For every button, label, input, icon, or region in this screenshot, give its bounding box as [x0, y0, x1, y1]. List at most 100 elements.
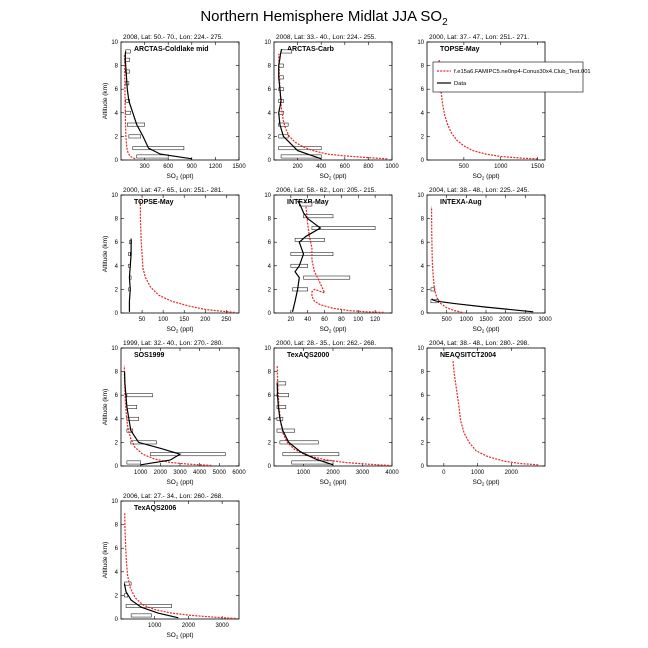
plot-frame — [426, 41, 546, 161]
page-title: Northern Hemisphere Midlat JJA SO2 — [200, 8, 448, 28]
plot-area — [278, 48, 388, 160]
legend-model-label: f.e15a6.FAMIPC5.ne0np4-Conus30x4.Club_Te… — [454, 69, 591, 75]
y-tick-label: 0 — [421, 311, 425, 317]
panel-intexa: 2004, Lat: 38.- 48., Lon: 225.- 245. 0 2 4 6… — [417, 187, 552, 334]
model-series-line — [430, 206, 463, 313]
y-tick-label: 8 — [268, 64, 272, 70]
x-tick-label: 4000 — [385, 470, 399, 476]
x-tick-label: 100 — [353, 317, 364, 323]
panel-header: 2006, Lat: 27.- 34., Lon: 260.- 268. — [123, 493, 223, 500]
data-series-line — [276, 383, 334, 466]
y-tick-label: 6 — [115, 393, 119, 399]
campaign-label: INTEXB-May — [287, 199, 329, 206]
legend-data-label: Data — [454, 81, 467, 87]
x-tick-label: 200 — [293, 164, 304, 170]
plot-frame — [426, 194, 546, 314]
obs-range-box — [291, 460, 334, 465]
plot-area — [430, 206, 534, 313]
y-tick-label: 0 — [115, 311, 119, 317]
x-tick-label: 300 — [140, 164, 151, 170]
y-tick-label: 4 — [421, 417, 425, 423]
obs-range-box — [130, 613, 152, 618]
x-tick-label: 100 — [158, 317, 169, 323]
y-tick-label: 2 — [421, 440, 425, 446]
y-tick-label: 4 — [421, 111, 425, 117]
panel-header: 2008, Lat: 33.- 40., Lon: 224.- 255. — [276, 34, 376, 41]
y-tick-label: 8 — [115, 217, 119, 223]
panel-header: 2008, Lat: 50.- 70., Lon: 224.- 275. — [123, 34, 223, 41]
y-tick-label: 2 — [268, 287, 272, 293]
campaign-label: TexAQS2000 — [287, 352, 329, 359]
y-tick-label: 0 — [421, 464, 425, 470]
plot-frame — [120, 194, 240, 314]
obs-range-box — [126, 460, 141, 465]
obs-range-box — [128, 252, 131, 256]
y-tick-label: 4 — [115, 570, 119, 576]
obs-range-box — [279, 440, 319, 445]
x-axis-label: SO2 (ppt) — [472, 326, 499, 334]
x-tick-label: 2000 — [326, 470, 340, 476]
panel-header: 2006, Lat: 58.- 62., Lon: 205.- 215. — [276, 187, 376, 194]
obs-range-box — [276, 405, 287, 409]
model-series-line — [278, 53, 388, 160]
x-tick-label: 2000 — [182, 623, 196, 629]
panel-coldlake: 2008, Lat: 50.- 70., Lon: 224.- 275. 0 2 4 6… — [102, 34, 246, 181]
obs-range-box — [303, 275, 351, 280]
y-tick-label: 4 — [115, 264, 119, 270]
y-tick-label: 2 — [268, 134, 272, 140]
y-tick-label: 2 — [115, 134, 119, 140]
x-tick-label: 20 — [288, 317, 295, 323]
panel-topse2: 2000, Lat: 47.- 65., Lon: 251.- 281. 0 2 4 6… — [102, 187, 240, 334]
data-series-line — [128, 238, 132, 312]
y-tick-label: 2 — [421, 287, 425, 293]
model-series-line — [124, 512, 236, 619]
y-tick-label: 8 — [268, 217, 272, 223]
y-tick-label: 4 — [268, 264, 272, 270]
panel-neaqs: 2004, Lat: 38.- 48., Lon: 280.- 298. 0 2 4 6… — [417, 340, 546, 487]
model-series-line — [123, 365, 212, 466]
plot-area — [452, 359, 539, 466]
panel-header: 2000, Lat: 47.- 65., Lon: 251.- 281. — [123, 187, 223, 194]
y-tick-label: 0 — [115, 617, 119, 623]
obs-range-box — [280, 49, 292, 54]
campaign-label: ARCTAS-Carb — [287, 46, 334, 53]
x-tick-label: 6000 — [232, 470, 246, 476]
y-tick-label: 2 — [115, 440, 119, 446]
x-tick-label: 3000 — [356, 470, 370, 476]
y-tick-label: 6 — [421, 87, 425, 93]
campaign-label: TOPSE-May — [440, 46, 480, 53]
x-tick-label: 1500 — [531, 164, 545, 170]
y-tick-label: 8 — [115, 523, 119, 529]
x-tick-label: 400 — [316, 164, 327, 170]
y-tick-label: 6 — [115, 546, 119, 552]
panel-texaqs2006: 2006, Lat: 27.- 34., Lon: 260.- 268. 0 2 4 6… — [102, 493, 240, 640]
x-tick-label: 2000 — [499, 317, 513, 323]
data-series-line — [291, 200, 322, 312]
plot-frame — [120, 347, 240, 467]
y-tick-label: 6 — [115, 240, 119, 246]
x-tick-label: 500 — [459, 164, 470, 170]
x-tick-label: 1000 — [494, 164, 508, 170]
y-tick-label: 10 — [417, 40, 424, 46]
data-series-line — [123, 583, 179, 619]
x-tick-label: 80 — [338, 317, 345, 323]
y-tick-label: 8 — [421, 370, 425, 376]
x-tick-label: 600 — [163, 164, 174, 170]
panel-topse1: 2000, Lat: 37.- 47., Lon: 251.- 271. 0 2 4 6… — [417, 34, 546, 181]
x-tick-label: 2500 — [519, 317, 533, 323]
y-axis-label: Altitude (km) — [102, 542, 109, 578]
y-tick-label: 6 — [421, 240, 425, 246]
y-tick-label: 4 — [268, 417, 272, 423]
panel-header: 1999, Lat: 32.- 40., Lon: 270.- 280. — [123, 340, 223, 347]
plot-frame — [120, 500, 240, 620]
panel-sos1999: 1999, Lat: 32.- 40., Lon: 270.- 280. 0 2 4 6… — [102, 340, 246, 487]
y-axis-label: Altitude (km) — [102, 389, 109, 425]
x-tick-label: 1000 — [471, 470, 485, 476]
x-axis-label: SO2 (ppt) — [319, 326, 346, 334]
plot-area — [276, 365, 390, 466]
plot-frame — [426, 347, 546, 467]
model-series-line — [276, 365, 390, 466]
y-tick-label: 10 — [417, 346, 424, 352]
x-tick-label: 1000 — [297, 470, 311, 476]
legend-box — [432, 61, 584, 93]
